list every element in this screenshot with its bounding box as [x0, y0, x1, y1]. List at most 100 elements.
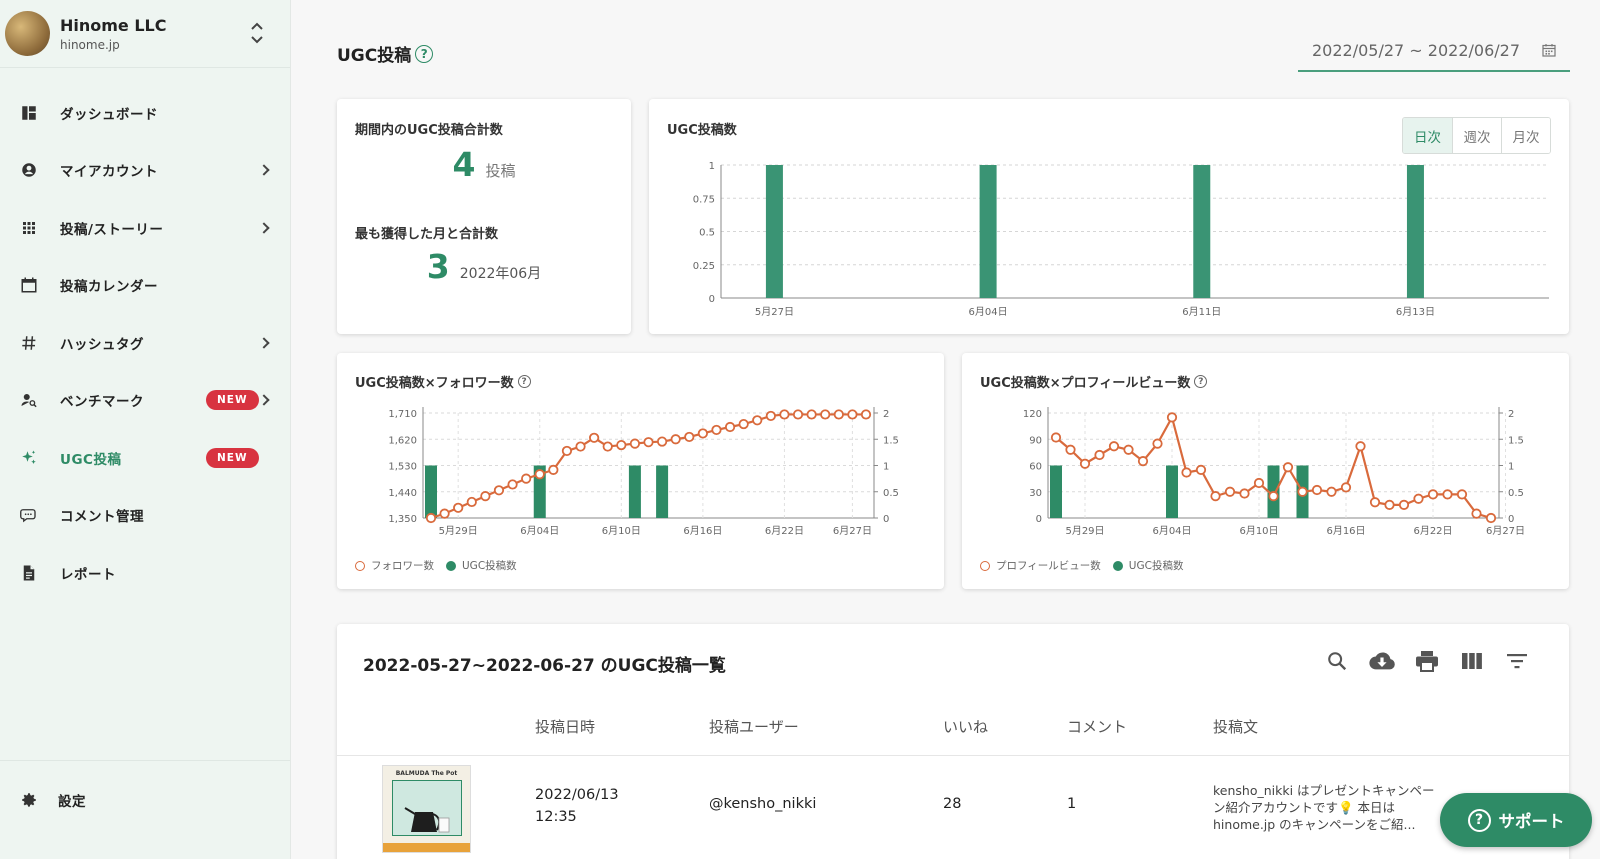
bar	[1406, 165, 1424, 298]
help-icon[interactable]: ?	[517, 375, 531, 388]
post-likes: 28	[943, 796, 962, 812]
y-left-tick-label: 60	[1029, 462, 1042, 473]
column-header-date[interactable]: 投稿日時	[535, 718, 596, 736]
bar	[1193, 165, 1211, 298]
column-header-likes[interactable]: いいね	[943, 718, 989, 736]
sidebar-item-6[interactable]: UGC投稿 NEW	[0, 429, 290, 487]
post-user[interactable]: @kensho_nikki	[709, 796, 817, 812]
line-point	[425, 512, 437, 524]
sidebar-item-8[interactable]: レポート	[0, 544, 290, 602]
period-monthly-button[interactable]: 月次	[1501, 118, 1550, 153]
profile-combo-card: UGC投稿数×プロフィールビュー数 ? 0 0 30 0.5 60 1 90 1.5 120 2 5…	[962, 353, 1569, 589]
period-daily-button[interactable]: 日次	[1403, 118, 1452, 153]
settings-label: 設定	[58, 794, 86, 810]
x-tick-label: 6月04日	[1152, 525, 1191, 537]
legend-label-ugc: UGC投稿数	[1128, 560, 1184, 572]
column-header-text[interactable]: 投稿文	[1213, 718, 1259, 736]
line-point	[575, 441, 586, 452]
line-point	[1239, 488, 1250, 499]
line-point	[1253, 477, 1265, 489]
total-label: 期間内のUGC投稿合計数	[355, 123, 503, 138]
bar	[765, 165, 783, 298]
legend-item-followers[interactable]: フォロワー数	[355, 558, 434, 573]
line-point	[1065, 444, 1076, 455]
chevron-right-icon	[258, 337, 270, 349]
ugc-bar	[1050, 465, 1062, 518]
line-series	[430, 413, 866, 520]
search-button[interactable]	[1314, 648, 1359, 674]
column-header-user[interactable]: 投稿ユーザー	[709, 718, 799, 736]
ugc-bar	[425, 465, 437, 518]
sidebar-item-0[interactable]: ダッシュボード	[0, 84, 290, 142]
support-button[interactable]: ? サポート	[1440, 793, 1592, 847]
sidebar-item-7[interactable]: コメント管理	[0, 487, 290, 545]
line-point	[616, 439, 627, 451]
sidebar-item-2[interactable]: 投稿/ストーリー	[0, 199, 290, 257]
x-tick-label: 5月29日	[1065, 525, 1104, 537]
calendar-icon	[21, 277, 37, 293]
profile-legend: プロフィールビュー数 UGC投稿数	[980, 558, 1195, 573]
period-weekly-button[interactable]: 週次	[1452, 118, 1501, 153]
y-tick-label: 0.25	[693, 261, 715, 272]
account-circle-icon	[22, 163, 36, 177]
line-point	[724, 421, 736, 433]
line-point	[711, 424, 722, 436]
account-switcher[interactable]: Hinome LLC hinome.jp	[0, 0, 290, 68]
line-point	[1152, 438, 1163, 449]
unfold-icon[interactable]	[250, 20, 264, 46]
x-tick-label: 6月04日	[520, 525, 559, 537]
sidebar-item-1[interactable]: マイアカウント	[0, 142, 290, 200]
line-point	[738, 418, 749, 430]
y-left-tick-label: 1,440	[388, 488, 417, 499]
line-point	[561, 445, 573, 457]
post-datetime: 2022/06/13 12:35	[535, 784, 619, 828]
y-right-tick-label: 2	[883, 409, 889, 420]
legend-item-profile-views[interactable]: プロフィールビュー数	[980, 558, 1101, 573]
post-thumbnail[interactable]: BALMUDA The Pot	[382, 765, 471, 853]
line-point	[1123, 444, 1134, 455]
x-tick-label: 6月16日	[1326, 525, 1365, 537]
columns-button[interactable]	[1449, 648, 1494, 674]
follower-combo-card: UGC投稿数×フォロワー数 ? 1,350 0 1,440 0.5 1,530 1 1,62…	[337, 353, 944, 589]
line-point	[1079, 458, 1091, 469]
legend-item-ugc[interactable]: UGC投稿数	[446, 558, 517, 573]
page-title-text: UGC投稿	[337, 46, 412, 66]
line-point	[1427, 489, 1439, 500]
line-point	[1050, 432, 1062, 443]
help-icon[interactable]: ?	[415, 44, 434, 63]
sidebar-item-settings[interactable]: 設定	[20, 790, 86, 810]
x-tick-label: 6月22日	[765, 525, 804, 537]
y-right-tick-label: 1.5	[1508, 435, 1524, 446]
y-left-tick-label: 120	[1023, 409, 1042, 420]
column-header-comments[interactable]: コメント	[1067, 718, 1128, 736]
line-point	[697, 428, 708, 439]
legend-item-ugc[interactable]: UGC投稿数	[1112, 558, 1184, 573]
sidebar-item-label: コメント管理	[60, 509, 144, 526]
filter-button[interactable]	[1494, 648, 1539, 674]
download-button[interactable]	[1359, 648, 1404, 674]
sidebar-item-5[interactable]: ベンチマーク NEW	[0, 372, 290, 430]
line-point	[1485, 512, 1497, 524]
print-button[interactable]	[1404, 648, 1449, 674]
post-text: kensho_nikki はプレゼントキャンペーン紹介アカウントです💡 本日は …	[1213, 783, 1435, 832]
line-point	[1355, 441, 1366, 452]
date-range-picker[interactable]: 2022/05/27 ~ 2022/06/27	[1298, 36, 1570, 72]
x-tick-label: 6月10日	[602, 525, 641, 537]
sidebar-item-3[interactable]: 投稿カレンダー	[0, 257, 290, 315]
line-point	[643, 437, 654, 448]
y-left-tick-label: 1,530	[388, 462, 417, 473]
line-point	[1224, 486, 1236, 497]
line-point	[1094, 449, 1105, 461]
line-point	[1471, 508, 1482, 519]
line-point	[602, 441, 613, 452]
total-unit: 投稿	[485, 162, 516, 180]
y-right-tick-label: 2	[1508, 409, 1514, 420]
sidebar-item-4[interactable]: ハッシュタグ	[0, 314, 290, 372]
ugc-bar	[533, 465, 546, 518]
y-left-tick-label: 1,620	[388, 435, 417, 446]
line-point	[1311, 484, 1323, 496]
help-icon[interactable]: ?	[1194, 375, 1208, 388]
kettle-image	[404, 807, 450, 833]
chevron-right-icon	[258, 222, 270, 234]
y-right-tick-label: 0	[883, 514, 889, 525]
